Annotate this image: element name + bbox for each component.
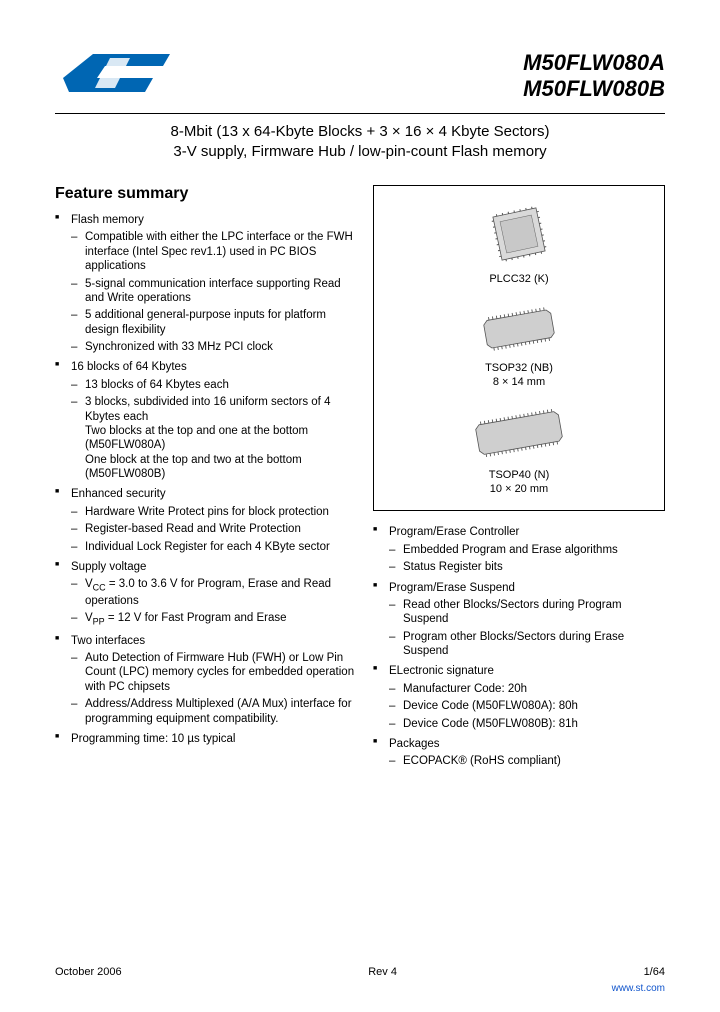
package-label: TSOP40 (N) bbox=[384, 468, 654, 482]
part-numbers: M50FLW080A M50FLW080B bbox=[523, 50, 665, 103]
feature-item: Individual Lock Register for each 4 KByt… bbox=[71, 540, 355, 554]
feature-item: ECOPACK® (RoHS compliant) bbox=[389, 754, 665, 768]
feature-sublist: VCC = 3.0 to 3.6 V for Program, Erase an… bbox=[71, 577, 355, 627]
feature-item: Address/Address Multiplexed (A/A Mux) in… bbox=[71, 697, 355, 726]
subtitle-line1: 8-Mbit (13 x 64-Kbyte Blocks + 3 × 16 × … bbox=[55, 122, 665, 142]
feature-group: Enhanced security Hardware Write Protect … bbox=[55, 487, 355, 554]
feature-item: Embedded Program and Erase algorithms bbox=[389, 543, 665, 557]
feature-group: Programming time: 10 µs typical bbox=[55, 732, 355, 746]
feature-title: Two interfaces bbox=[71, 635, 145, 647]
feature-item: Read other Blocks/Sectors during Program… bbox=[389, 598, 665, 627]
package-tsop40: TSOP40 (N) 10 × 20 mm bbox=[384, 407, 654, 496]
feature-title: Program/Erase Suspend bbox=[389, 582, 515, 594]
feature-group: 16 blocks of 64 Kbytes 13 blocks of 64 Kb… bbox=[55, 360, 355, 481]
feature-group: ELectronic signature Manufacturer Code: 2… bbox=[373, 664, 665, 731]
package-tsop32: TSOP32 (NB) 8 × 14 mm bbox=[384, 305, 654, 390]
part-number-2: M50FLW080B bbox=[523, 76, 665, 102]
feature-title: Supply voltage bbox=[71, 561, 146, 573]
feature-list-right: Program/Erase Controller Embedded Program… bbox=[373, 525, 665, 768]
subtitle: 8-Mbit (13 x 64-Kbyte Blocks + 3 × 16 × … bbox=[55, 122, 665, 161]
footer-date: October 2006 bbox=[55, 966, 122, 978]
feature-item: 13 blocks of 64 Kbytes each bbox=[71, 378, 355, 392]
footer: October 2006 Rev 4 1/64 bbox=[55, 966, 665, 978]
feature-group: Program/Erase Controller Embedded Program… bbox=[373, 525, 665, 574]
subtitle-line2: 3-V supply, Firmware Hub / low-pin-count… bbox=[55, 142, 665, 162]
feature-item: Auto Detection of Firmware Hub (FWH) or … bbox=[71, 651, 355, 694]
footer-site-link[interactable]: www.st.com bbox=[612, 983, 665, 994]
feature-title: Programming time: 10 µs typical bbox=[71, 733, 236, 745]
package-dimensions: 10 × 20 mm bbox=[384, 482, 654, 496]
feature-title: ELectronic signature bbox=[389, 665, 494, 677]
feature-group: Packages ECOPACK® (RoHS compliant) bbox=[373, 737, 665, 769]
content-columns: Feature summary Flash memory Compatible w… bbox=[55, 185, 665, 775]
footer-rev: Rev 4 bbox=[368, 966, 397, 978]
feature-item: Register-based Read and Write Protection bbox=[71, 522, 355, 536]
feature-sublist: Manufacturer Code: 20h Device Code (M50FL… bbox=[389, 682, 665, 731]
feature-sublist: Auto Detection of Firmware Hub (FWH) or … bbox=[71, 651, 355, 726]
st-logo bbox=[55, 50, 175, 105]
feature-title: Packages bbox=[389, 738, 440, 750]
package-label: TSOP32 (NB) bbox=[384, 361, 654, 375]
feature-sublist: Read other Blocks/Sectors during Program… bbox=[389, 598, 665, 659]
package-plcc32: PLCC32 (K) bbox=[384, 204, 654, 287]
package-dimensions: 8 × 14 mm bbox=[384, 375, 654, 389]
feature-item: Manufacturer Code: 20h bbox=[389, 682, 665, 696]
feature-group: Two interfaces Auto Detection of Firmware… bbox=[55, 634, 355, 726]
feature-item: Hardware Write Protect pins for block pr… bbox=[71, 505, 355, 519]
feature-item: 5-signal communication interface support… bbox=[71, 277, 355, 306]
feature-sublist: ECOPACK® (RoHS compliant) bbox=[389, 754, 665, 768]
feature-title: Flash memory bbox=[71, 214, 144, 226]
feature-sublist: Hardware Write Protect pins for block pr… bbox=[71, 505, 355, 554]
feature-item: VCC = 3.0 to 3.6 V for Program, Erase an… bbox=[71, 577, 355, 608]
feature-title: Enhanced security bbox=[71, 488, 166, 500]
feature-item: Compatible with either the LPC interface… bbox=[71, 230, 355, 273]
packages-box: PLCC32 (K) TSOP32 (NB) 8 × 14 mm bbox=[373, 185, 665, 511]
footer-page: 1/64 bbox=[644, 966, 665, 978]
feature-title: 16 blocks of 64 Kbytes bbox=[71, 361, 187, 373]
feature-group: Supply voltage VCC = 3.0 to 3.6 V for Pro… bbox=[55, 560, 355, 628]
feature-item: 5 additional general-purpose inputs for … bbox=[71, 308, 355, 337]
feature-heading: Feature summary bbox=[55, 185, 355, 203]
feature-item: Device Code (M50FLW080A): 80h bbox=[389, 699, 665, 713]
feature-group: Flash memory Compatible with either the L… bbox=[55, 213, 355, 354]
feature-item: VPP = 12 V for Fast Program and Erase bbox=[71, 611, 355, 628]
feature-sublist: 13 blocks of 64 Kbytes each 3 blocks, sub… bbox=[71, 378, 355, 482]
feature-sublist: Embedded Program and Erase algorithms Sta… bbox=[389, 543, 665, 575]
feature-item: Status Register bits bbox=[389, 560, 665, 574]
part-number-1: M50FLW080A bbox=[523, 50, 665, 76]
header-row: M50FLW080A M50FLW080B bbox=[55, 50, 665, 105]
right-column: PLCC32 (K) TSOP32 (NB) 8 × 14 mm bbox=[373, 185, 665, 775]
header-divider bbox=[55, 113, 665, 114]
feature-list-left: Flash memory Compatible with either the L… bbox=[55, 213, 355, 746]
package-label: PLCC32 (K) bbox=[384, 272, 654, 286]
feature-sublist: Compatible with either the LPC interface… bbox=[71, 230, 355, 354]
feature-item: Synchronized with 33 MHz PCI clock bbox=[71, 340, 355, 354]
feature-item: Program other Blocks/Sectors during Eras… bbox=[389, 630, 665, 659]
feature-item: Device Code (M50FLW080B): 81h bbox=[389, 717, 665, 731]
feature-item: 3 blocks, subdivided into 16 uniform sec… bbox=[71, 395, 355, 481]
feature-group: Program/Erase Suspend Read other Blocks/S… bbox=[373, 581, 665, 659]
left-column: Feature summary Flash memory Compatible w… bbox=[55, 185, 355, 775]
feature-title: Program/Erase Controller bbox=[389, 526, 519, 538]
